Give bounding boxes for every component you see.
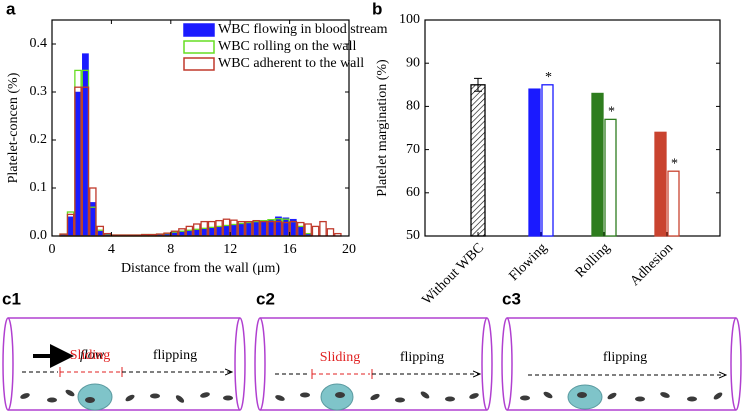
legend-label: WBC adherent to the wall bbox=[218, 56, 364, 71]
chart-a: a 0.0 0.1 0.2 0.3 0.4 0 4 8 12 16 20 Distance from … bbox=[6, 0, 388, 276]
x-tick-label: 0 bbox=[49, 242, 56, 257]
flipping-label: flipping bbox=[153, 348, 197, 363]
bar bbox=[82, 53, 89, 237]
y-tick-label: 80 bbox=[406, 99, 420, 114]
bar bbox=[297, 226, 305, 237]
panel-label: b bbox=[372, 0, 382, 18]
panel-label: a bbox=[6, 0, 16, 18]
x-tick-label: Without WBC bbox=[420, 240, 488, 308]
x-tick-label: Rolling bbox=[573, 240, 613, 280]
legend-label: WBC rolling on the wall bbox=[218, 39, 357, 54]
significance-mark: * bbox=[608, 105, 615, 120]
tube-end bbox=[254, 317, 266, 411]
flipping-label: flipping bbox=[400, 350, 444, 365]
significance-mark: * bbox=[545, 70, 552, 85]
bar bbox=[667, 170, 680, 237]
y-axis-label: Platelet margination (%) bbox=[375, 59, 390, 197]
legend-label: WBC flowing in blood stream bbox=[218, 22, 388, 37]
nucleus bbox=[85, 397, 95, 403]
diagram-c2: c2 Sliding flipping bbox=[254, 289, 493, 411]
panel-label: c2 bbox=[256, 289, 275, 308]
nucleus bbox=[577, 392, 587, 398]
y-tick-label: 50 bbox=[406, 228, 420, 243]
bar bbox=[275, 216, 282, 237]
wbc-cell bbox=[77, 383, 113, 411]
bar bbox=[245, 222, 253, 237]
sliding-label: Sliding bbox=[70, 348, 110, 363]
x-tick-label: 20 bbox=[342, 242, 356, 257]
bar bbox=[654, 131, 667, 237]
bar bbox=[237, 223, 245, 237]
x-tick-label: Flowing bbox=[506, 240, 550, 284]
flow-label: flow bbox=[80, 348, 105, 363]
bar bbox=[74, 91, 82, 237]
diagram-c3: c3 flipping bbox=[501, 289, 742, 411]
tube-end bbox=[2, 317, 14, 411]
bar bbox=[96, 230, 104, 237]
bar bbox=[282, 217, 290, 237]
bar bbox=[223, 225, 230, 237]
tube-end bbox=[481, 317, 493, 411]
y-axis-label: Platelet-concen (%) bbox=[6, 72, 21, 183]
bar bbox=[208, 227, 215, 237]
bar bbox=[67, 216, 74, 237]
x-tick-label: 12 bbox=[223, 242, 237, 257]
sliding-label: Sliding bbox=[320, 350, 360, 365]
nucleus bbox=[335, 392, 345, 398]
flipping-label: flipping bbox=[603, 350, 647, 365]
y-tick-label: 0.1 bbox=[30, 180, 48, 195]
bar bbox=[215, 226, 223, 237]
bar bbox=[178, 230, 186, 237]
legend-swatch bbox=[183, 40, 215, 54]
bar bbox=[528, 88, 541, 237]
tube-end bbox=[501, 317, 513, 411]
x-axis-label: Distance from the wall (μm) bbox=[121, 261, 280, 276]
y-tick-label: 0.3 bbox=[30, 84, 48, 99]
bar bbox=[252, 221, 260, 237]
y-tick-label: 70 bbox=[406, 142, 420, 157]
y-tick-label: 60 bbox=[406, 185, 420, 200]
tube-end bbox=[730, 317, 742, 411]
significance-mark: * bbox=[671, 156, 678, 171]
bar bbox=[326, 228, 335, 237]
bar bbox=[604, 118, 617, 237]
bar bbox=[470, 84, 486, 237]
platelets bbox=[20, 389, 233, 403]
x-tick-label: 16 bbox=[283, 242, 297, 257]
plot-frame bbox=[51, 19, 350, 237]
y-tick-label: 0.0 bbox=[30, 228, 48, 243]
bar bbox=[311, 225, 320, 237]
bar bbox=[186, 229, 193, 237]
bar bbox=[193, 229, 201, 237]
x-tick-label: 4 bbox=[108, 242, 115, 257]
y-tick-label: 100 bbox=[399, 12, 420, 27]
bar bbox=[319, 220, 327, 237]
platelets bbox=[520, 391, 723, 402]
bar bbox=[260, 220, 267, 237]
x-tick-label: 8 bbox=[167, 242, 174, 257]
tube-end bbox=[234, 317, 246, 411]
panel-label: c1 bbox=[2, 289, 21, 308]
platelets bbox=[275, 391, 479, 403]
x-tick-label: Adhesion bbox=[628, 240, 677, 289]
diagram-c1: c1 flow Sliding flipping bbox=[2, 289, 246, 411]
error-bar bbox=[474, 77, 482, 92]
y-tick-label: 0.2 bbox=[30, 132, 48, 147]
bar bbox=[200, 228, 208, 237]
chart-b: b 50 60 70 80 90 100 Without WBC Flowing Rolling… bbox=[372, 0, 721, 308]
y-tick-label: 90 bbox=[406, 55, 420, 70]
plot-frame bbox=[424, 19, 721, 237]
y-tick-label: 0.4 bbox=[30, 36, 48, 51]
bar bbox=[230, 224, 238, 237]
bar bbox=[591, 92, 604, 237]
panel-label: c3 bbox=[502, 289, 521, 308]
legend-swatch bbox=[183, 23, 215, 37]
legend-swatch bbox=[183, 57, 215, 71]
bar bbox=[541, 84, 554, 237]
